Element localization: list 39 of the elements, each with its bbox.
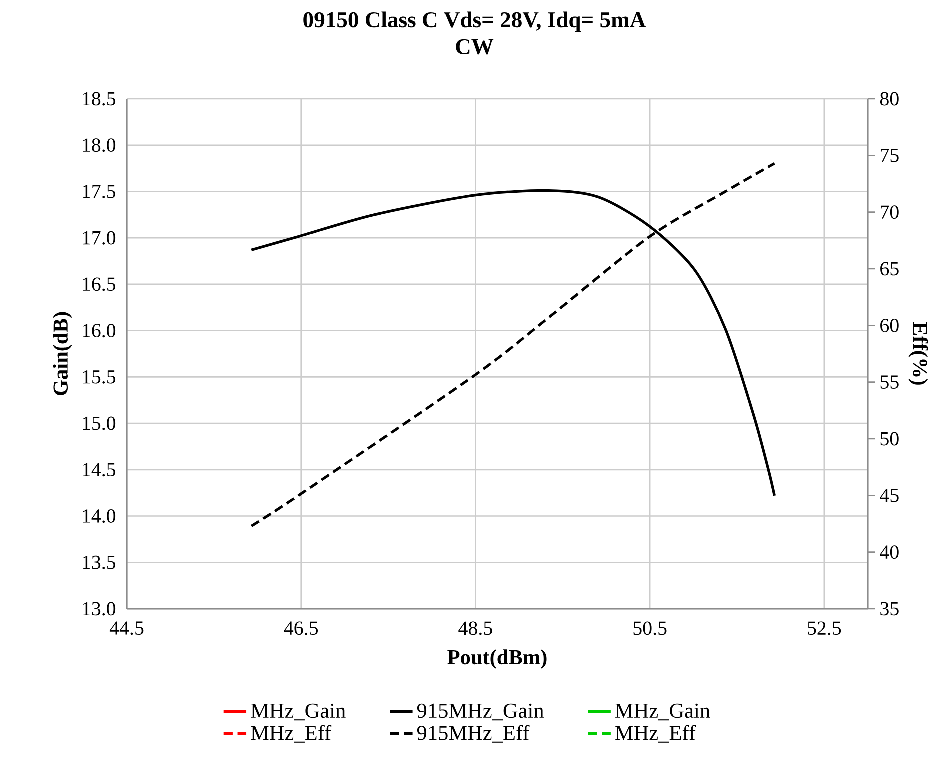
chart-subtitle: CW — [456, 39, 494, 55]
y-tick-label: 13.0 — [83, 602, 116, 616]
x-tick-label: 48.5 — [458, 622, 492, 636]
y-tick-label: 15.0 — [83, 416, 116, 430]
y2-axis-title: Eff(%) — [908, 322, 928, 385]
y-tick-label: 16.0 — [83, 324, 116, 338]
x-axis-title: Pout(dBm) — [448, 650, 547, 669]
legend-label: 915MHz_Gain — [417, 704, 544, 721]
legend-label: MHz_Gain — [616, 704, 710, 721]
y2-tick-label: 35 — [880, 602, 899, 616]
x-tick-label: 44.5 — [110, 622, 144, 636]
y2-tick-label: 45 — [880, 489, 899, 502]
y-tick-label: 17.5 — [83, 185, 116, 198]
x-tick-label: 50.5 — [634, 622, 667, 636]
y2-tick-label: 70 — [881, 206, 899, 220]
y2-tick-label: 50 — [880, 432, 899, 446]
y2-tick-label: 80 — [880, 92, 899, 106]
legend-label: MHz_Eff — [251, 725, 332, 743]
legend-label: MHz_Eff — [616, 725, 696, 743]
y-tick-label: 17.0 — [83, 231, 116, 245]
y-tick-label: 14.0 — [83, 510, 116, 524]
legend-label: 915MHz_Eff — [417, 725, 530, 743]
y2-tick-label: 65 — [880, 262, 899, 276]
y2-tick-label: 55 — [880, 376, 899, 389]
y-tick-label: 16.5 — [83, 278, 116, 292]
y-axis-title: Gain(dB) — [53, 312, 72, 396]
chart-title: 09150 Class C Vds= 28V, Idq= 5mA — [304, 12, 646, 32]
y-tick-label: 18.0 — [83, 138, 116, 152]
legend-label: MHz_Gain — [251, 704, 346, 721]
y-tick-label: 13.5 — [83, 556, 116, 570]
y-tick-label: 18.5 — [83, 92, 116, 106]
y2-tick-label: 60 — [880, 318, 899, 332]
y2-tick-label: 40 — [880, 546, 899, 560]
line-series — [250, 162, 776, 528]
y2-tick-label: 75 — [881, 149, 899, 162]
y-tick-label: 15.5 — [83, 370, 116, 384]
y-tick-label: 14.5 — [83, 463, 116, 477]
x-tick-label: 46.5 — [284, 622, 318, 636]
x-tick-label: 52.5 — [808, 622, 842, 636]
